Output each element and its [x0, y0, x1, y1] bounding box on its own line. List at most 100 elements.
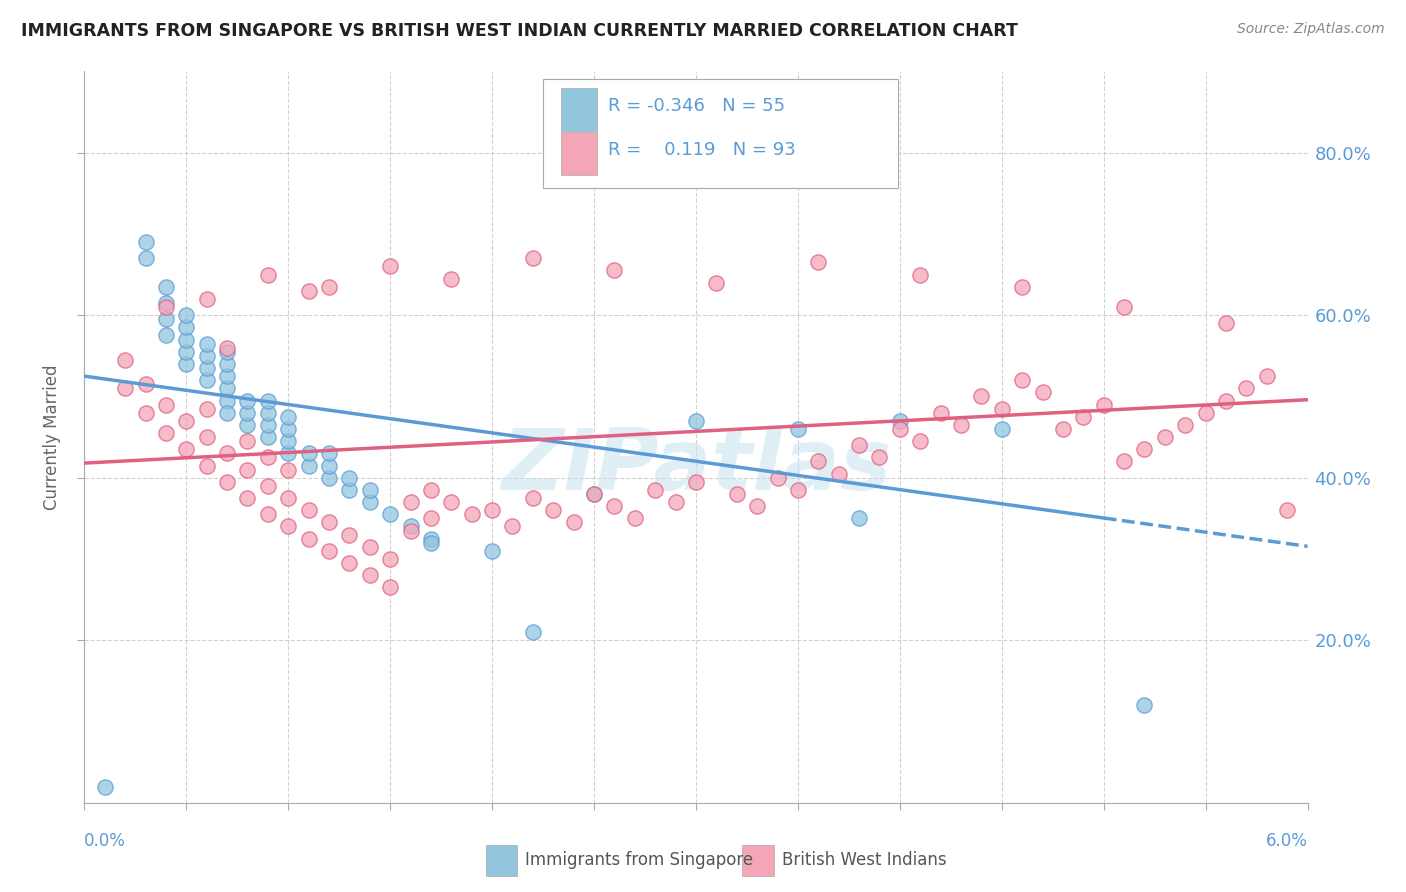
Point — [339, 556, 361, 570]
Point — [787, 483, 810, 497]
Point — [1215, 316, 1237, 330]
Point — [93, 780, 117, 794]
Point — [195, 430, 218, 444]
Point — [298, 532, 321, 546]
Point — [298, 503, 321, 517]
Point — [359, 495, 381, 509]
Point — [380, 260, 402, 274]
Point — [277, 409, 299, 424]
Point — [217, 357, 239, 371]
Point — [114, 352, 136, 367]
Point — [1154, 430, 1177, 444]
Point — [257, 508, 280, 522]
FancyBboxPatch shape — [485, 846, 517, 876]
Point — [318, 544, 340, 558]
Point — [176, 308, 198, 322]
Point — [257, 450, 280, 465]
Point — [1256, 369, 1278, 384]
Point — [318, 279, 340, 293]
Point — [461, 508, 484, 522]
Point — [440, 271, 463, 285]
Point — [1133, 698, 1156, 713]
Point — [910, 434, 932, 449]
Point — [420, 483, 443, 497]
Point — [766, 471, 789, 485]
Point — [1236, 381, 1258, 395]
Point — [644, 483, 666, 497]
Point — [257, 479, 280, 493]
Point — [195, 401, 218, 416]
Point — [236, 434, 259, 449]
Point — [195, 349, 218, 363]
Point — [787, 422, 810, 436]
Point — [910, 268, 932, 282]
Point — [339, 527, 361, 541]
Point — [176, 344, 198, 359]
Point — [706, 276, 728, 290]
FancyBboxPatch shape — [543, 78, 898, 188]
Point — [135, 377, 157, 392]
Point — [502, 519, 524, 533]
Point — [1052, 422, 1074, 436]
Point — [359, 568, 381, 582]
Point — [217, 446, 239, 460]
Point — [624, 511, 647, 525]
Point — [440, 495, 463, 509]
Point — [217, 406, 239, 420]
Text: IMMIGRANTS FROM SINGAPORE VS BRITISH WEST INDIAN CURRENTLY MARRIED CORRELATION C: IMMIGRANTS FROM SINGAPORE VS BRITISH WES… — [21, 22, 1018, 40]
Point — [399, 495, 422, 509]
Point — [1073, 409, 1095, 424]
Point — [339, 471, 361, 485]
Point — [522, 491, 544, 505]
Point — [380, 552, 402, 566]
Point — [155, 398, 177, 412]
FancyBboxPatch shape — [742, 846, 775, 876]
Point — [665, 495, 688, 509]
Point — [257, 268, 280, 282]
Point — [1195, 406, 1218, 420]
Point — [807, 454, 830, 468]
FancyBboxPatch shape — [561, 88, 598, 131]
Point — [176, 442, 198, 457]
Text: R =    0.119   N = 93: R = 0.119 N = 93 — [607, 141, 796, 159]
Point — [114, 381, 136, 395]
Point — [176, 320, 198, 334]
Point — [950, 417, 973, 432]
Point — [1114, 454, 1136, 468]
Point — [1011, 279, 1033, 293]
Point — [195, 373, 218, 387]
Point — [195, 336, 218, 351]
Point — [848, 511, 870, 525]
Point — [217, 475, 239, 489]
Point — [195, 292, 218, 306]
Text: Immigrants from Singapore: Immigrants from Singapore — [524, 851, 752, 869]
Point — [217, 381, 239, 395]
Point — [135, 406, 157, 420]
Point — [257, 393, 280, 408]
Point — [1215, 393, 1237, 408]
Point — [970, 389, 993, 403]
Point — [359, 483, 381, 497]
Point — [236, 406, 259, 420]
Point — [380, 508, 402, 522]
Point — [298, 458, 321, 473]
Point — [481, 544, 503, 558]
Point — [359, 540, 381, 554]
Point — [277, 422, 299, 436]
Point — [522, 252, 544, 266]
Point — [155, 328, 177, 343]
Point — [135, 252, 157, 266]
Point — [889, 414, 911, 428]
Point — [991, 422, 1014, 436]
Text: Source: ZipAtlas.com: Source: ZipAtlas.com — [1237, 22, 1385, 37]
Point — [236, 462, 259, 476]
Point — [195, 361, 218, 376]
Point — [217, 344, 239, 359]
Point — [380, 581, 402, 595]
Point — [1277, 503, 1299, 517]
Point — [725, 487, 748, 501]
Point — [257, 430, 280, 444]
Point — [991, 401, 1014, 416]
Point — [217, 393, 239, 408]
Point — [155, 300, 177, 314]
